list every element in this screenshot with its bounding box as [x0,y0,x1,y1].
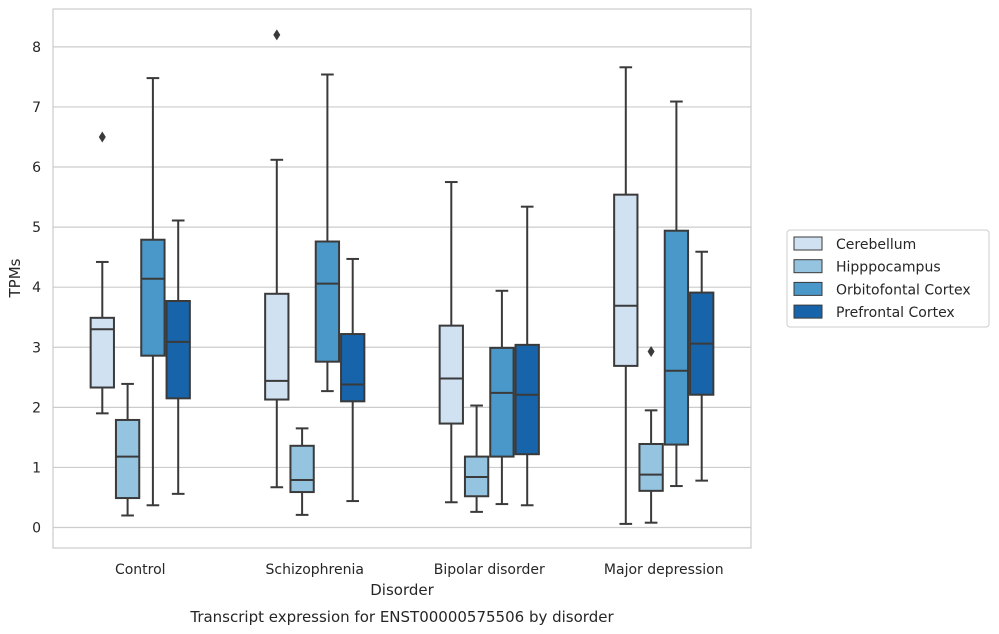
iqr-box [114,418,141,500]
iqr-box [613,193,639,367]
x-tick-label-control: Control [115,562,166,578]
y-tick-label-2: 2 [32,400,41,416]
chart-caption: Transcript expression for ENST0000057550… [189,608,614,626]
x-axis-ticks: Control Schizophrenia Bipolar disorder Majo… [115,562,724,578]
legend-label: Cerebellum [836,237,916,253]
y-axis-title: TPMs [6,258,24,298]
box-cerebellum-schizophrenia [264,29,290,489]
legend-label: Prefrontal Cortex [836,305,955,321]
y-tick-label-3: 3 [32,340,41,356]
legend-item-prefrontal-cortex: Prefrontal Cortex [793,304,955,321]
iqr-box [663,229,690,446]
box-prefrontal-cortex-major-depression [689,250,715,482]
legend-frame [786,229,990,328]
legend-item-cerebellum: Cerebellum [793,236,916,253]
legend-swatch [793,304,823,319]
box-orbitofontal-cortex-schizophrenia [314,73,341,393]
y-tick-label-6: 6 [32,160,41,176]
iqr-box [638,442,664,492]
outlier-point-0 [98,131,106,143]
box-orbitofontal-cortex-bipolar-disorder [489,289,515,506]
plot-frame [52,8,752,549]
y-tick-label-8: 8 [32,40,41,56]
iqr-box [438,324,464,425]
iqr-box [340,333,366,403]
legend-swatch [793,281,823,296]
iqr-box [264,292,290,401]
legend-swatch [793,259,823,274]
y-axis-ticks: 0 1 2 3 4 5 6 7 8 [32,40,41,537]
x-tick-label-schizophrenia: Schizophrenia [266,562,364,578]
box-cerebellum-major-depression [613,66,639,525]
legend-item-hipppocampus: Hipppocampus [793,259,941,276]
boxes-layer [89,29,715,525]
box-cerebellum-bipolar-disorder [438,181,464,504]
x-axis-title: Disorder [370,581,434,599]
iqr-box [165,299,191,400]
y-tick-label-4: 4 [32,280,41,296]
box-hipppocampus-control [114,382,141,517]
iqr-box [289,444,315,494]
x-tick-label-major-depression: Major depression [604,562,724,578]
y-tick-label-7: 7 [32,100,41,116]
legend-swatch [793,236,823,251]
legend-item-orbitofontal-cortex: Orbitofontal Cortex [793,281,971,298]
iqr-box [489,346,515,458]
iqr-box [514,343,540,456]
y-tick-label-0: 0 [32,521,41,537]
iqr-box [314,240,341,363]
box-prefrontal-cortex-control [165,219,191,495]
y-tick-label-5: 5 [32,220,41,236]
box-hipppocampus-schizophrenia [289,427,315,516]
box-hipppocampus-bipolar-disorder [463,404,490,513]
legend-label: Hipppocampus [836,260,941,276]
iqr-box [140,238,166,357]
box-orbitofontal-cortex-control [140,77,166,507]
box-cerebellum-control [89,131,115,415]
box-hipppocampus-major-depression [638,345,664,524]
y-tick-label-1: 1 [32,460,41,476]
box-prefrontal-cortex-schizophrenia [340,257,366,503]
outlier-point-0 [273,29,281,41]
legend: Cerebellum Hipppocampus Orbitofontal Corte… [786,229,990,328]
box-orbitofontal-cortex-major-depression [663,100,690,488]
box-prefrontal-cortex-bipolar-disorder [514,205,540,507]
iqr-box [89,316,115,389]
outlier-point-0 [647,345,655,357]
x-tick-label-bipolar-disorder: Bipolar disorder [434,562,545,578]
legend-label: Orbitofontal Cortex [836,282,971,298]
